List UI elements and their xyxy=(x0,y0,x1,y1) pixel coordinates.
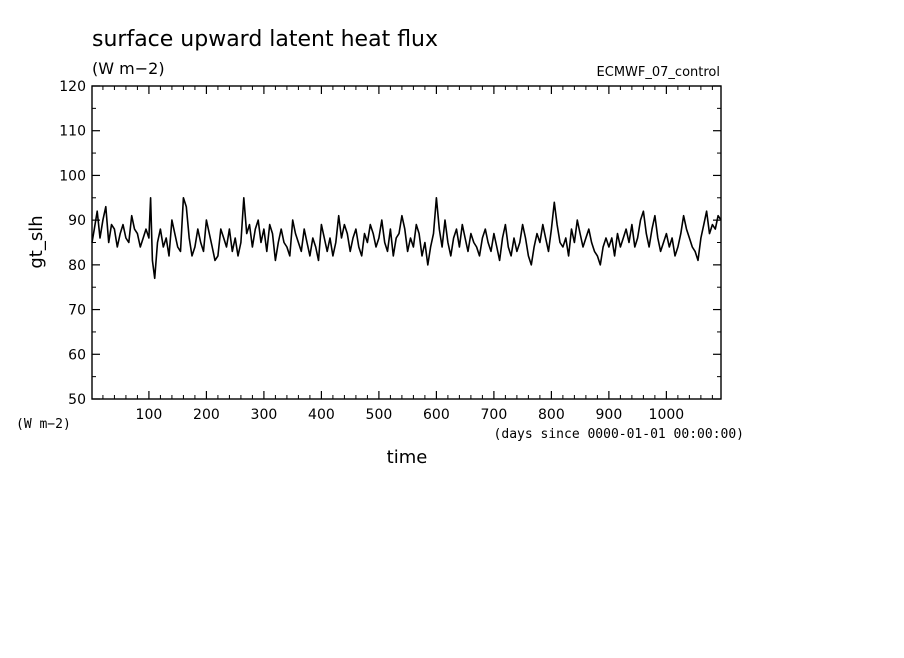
x-tick-label: 300 xyxy=(251,407,278,423)
dataset-label: ECMWF_07_control xyxy=(597,65,720,80)
x-tick-label: 500 xyxy=(366,407,393,423)
x-tick-label: 200 xyxy=(193,407,220,423)
x-tick-label: 700 xyxy=(481,407,508,423)
y-tick-label: 80 xyxy=(68,258,86,274)
x-axis-label: time xyxy=(387,447,428,468)
y-axis-units: (W m−2) xyxy=(16,417,71,432)
chart-title: surface upward latent heat flux xyxy=(92,27,438,52)
y-tick-label: 60 xyxy=(68,347,86,363)
y-axis-label: gt_slh xyxy=(26,215,47,268)
x-tick-label: 1000 xyxy=(649,407,685,423)
y-tick-label: 90 xyxy=(68,213,86,229)
y-tick-label: 70 xyxy=(68,303,86,319)
y-tick-label: 110 xyxy=(59,124,86,140)
x-tick-label: 100 xyxy=(136,407,163,423)
y-tick-label: 120 xyxy=(59,79,86,95)
y-tick-label: 100 xyxy=(59,168,86,184)
y-axis-ticks: 50 60 70 80 90 100 110 120 xyxy=(59,79,721,408)
y-tick-label: 50 xyxy=(68,392,86,408)
x-tick-label: 800 xyxy=(538,407,565,423)
x-axis-ticks: 100 200 300 400 500 600 700 800 900 1000 xyxy=(102,86,713,423)
series-line xyxy=(91,197,722,280)
x-tick-label: 600 xyxy=(423,407,450,423)
chart-subtitle-units: (W m−2) xyxy=(92,59,165,78)
x-tick-label: 900 xyxy=(596,407,623,423)
plot-frame xyxy=(91,85,722,400)
x-tick-label: 400 xyxy=(308,407,335,423)
x-axis-units: (days since 0000-01-01 00:00:00) xyxy=(494,427,744,442)
